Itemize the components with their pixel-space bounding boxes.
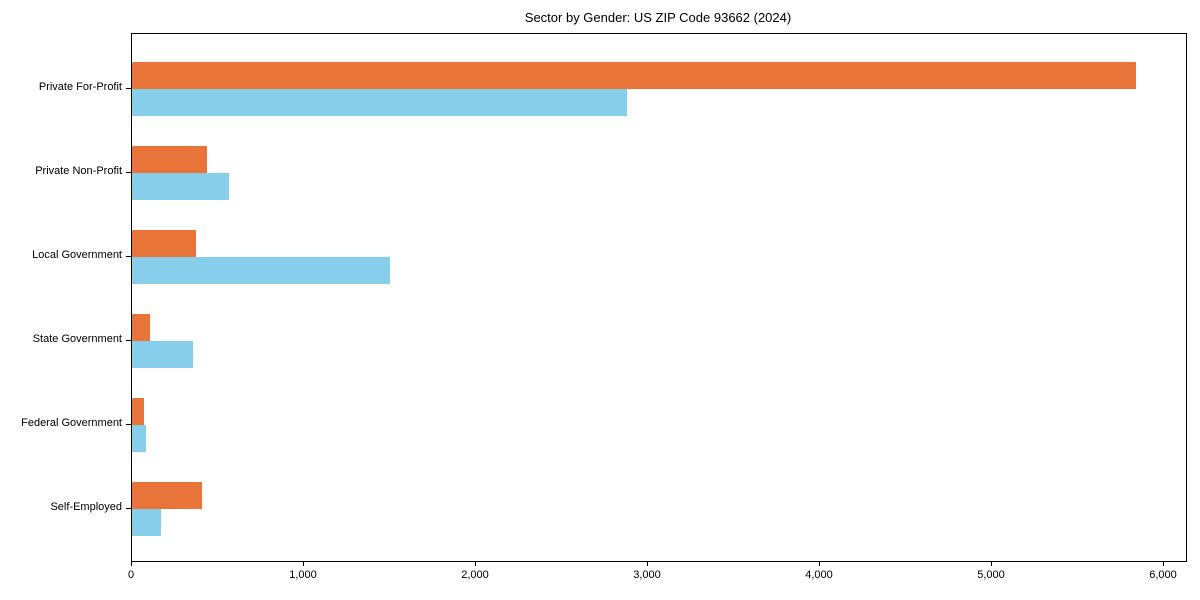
bar-female-self-employed xyxy=(132,509,161,536)
y-tick-mark xyxy=(126,340,131,341)
bar-female-local-government xyxy=(132,257,390,284)
bar-male-local-government xyxy=(132,230,196,257)
x-tick-label-0: 0 xyxy=(127,569,135,581)
x-tick-label-6-000: 6,000 xyxy=(1149,569,1177,581)
x-tick-label-5-000: 5,000 xyxy=(977,569,1005,581)
x-tick-label-3-000: 3,000 xyxy=(633,569,661,581)
bar-female-state-government xyxy=(132,341,193,368)
bar-female-private-non-profit xyxy=(132,173,229,200)
y-tick-label-state-government: State Government xyxy=(32,333,122,345)
y-tick-mark xyxy=(126,508,131,509)
y-tick-label-local-government: Local Government xyxy=(32,249,122,261)
y-tick-mark xyxy=(126,256,131,257)
y-tick-label-federal-government: Federal Government xyxy=(21,417,122,429)
x-tick-mark xyxy=(303,561,304,566)
bar-male-state-government xyxy=(132,314,150,341)
y-tick-label-private-non-profit: Private Non-Profit xyxy=(35,165,122,177)
x-tick-label-2-000: 2,000 xyxy=(461,569,489,581)
y-tick-mark xyxy=(126,88,131,89)
x-tick-mark xyxy=(819,561,820,566)
plot-area: MaleFemale xyxy=(131,33,1187,562)
bar-male-private-for-profit xyxy=(132,62,1136,89)
bar-male-federal-government xyxy=(132,398,144,425)
bar-male-private-non-profit xyxy=(132,146,207,173)
x-tick-mark xyxy=(647,561,648,566)
y-tick-label-private-for-profit: Private For-Profit xyxy=(38,81,122,93)
x-tick-mark xyxy=(1163,561,1164,566)
x-tick-mark xyxy=(131,561,132,566)
chart-title: Sector by Gender: US ZIP Code 93662 (202… xyxy=(524,10,792,25)
bar-male-self-employed xyxy=(132,482,202,509)
y-tick-label-self-employed: Self-Employed xyxy=(50,501,122,513)
y-tick-mark xyxy=(126,172,131,173)
bars-layer xyxy=(132,34,1186,561)
x-tick-mark xyxy=(475,561,476,566)
bar-female-private-for-profit xyxy=(132,89,627,116)
bar-female-federal-government xyxy=(132,425,146,452)
x-tick-label-1-000: 1,000 xyxy=(289,569,317,581)
y-tick-mark xyxy=(126,424,131,425)
x-tick-mark xyxy=(991,561,992,566)
x-tick-label-4-000: 4,000 xyxy=(805,569,833,581)
